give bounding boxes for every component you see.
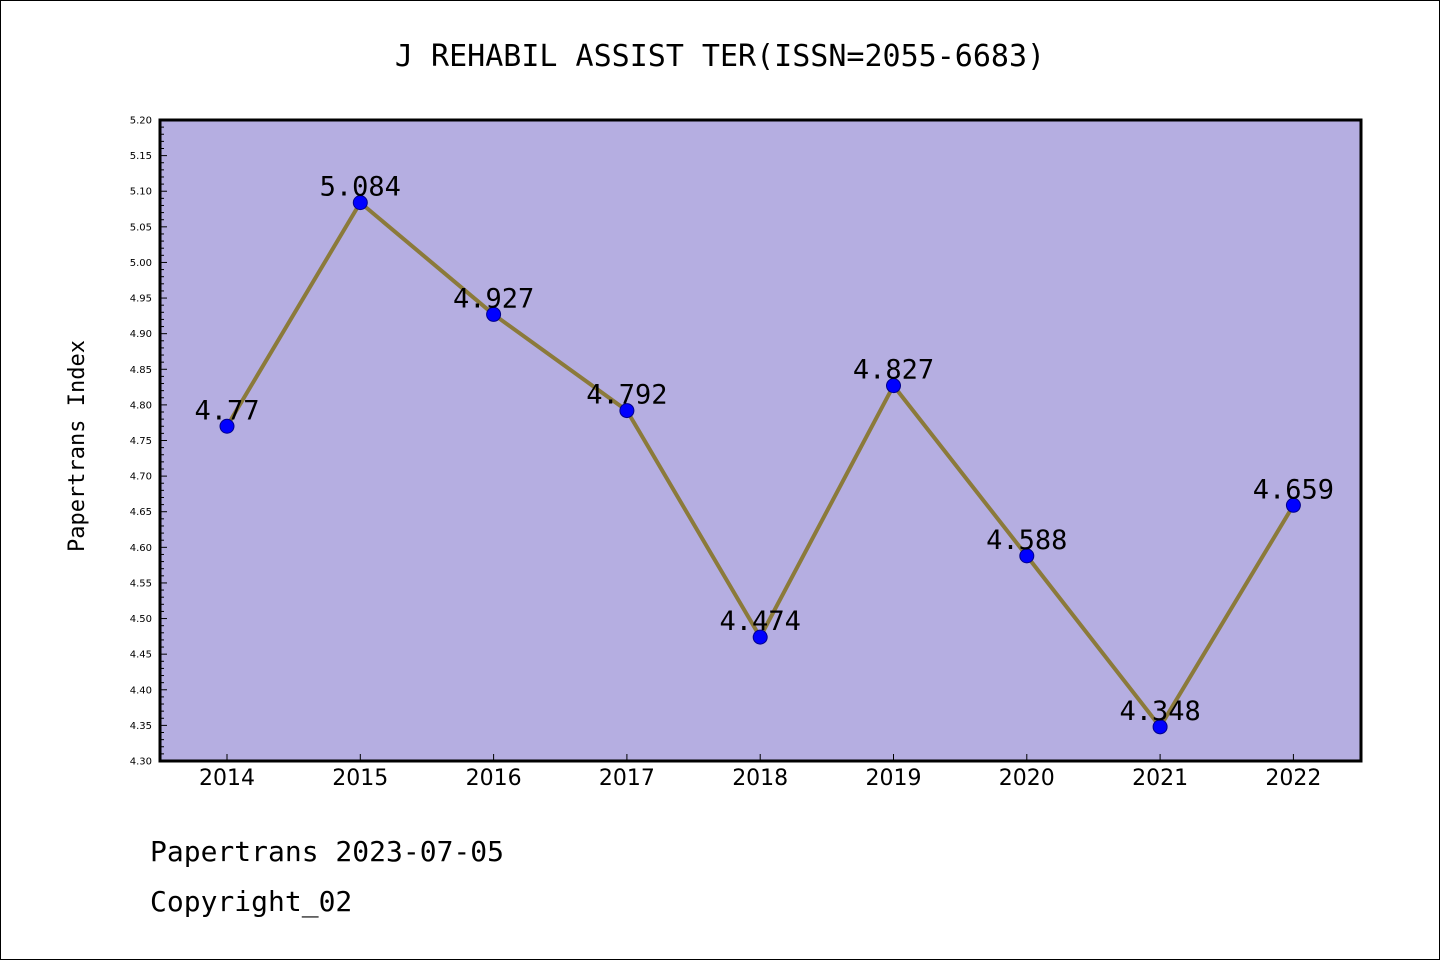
y-tick-label: 4.90 [130, 329, 152, 340]
y-tick-label: 4.65 [130, 507, 152, 518]
data-point-marker [886, 378, 901, 394]
data-label: 4.659 [1253, 474, 1334, 505]
data-point-marker [486, 306, 502, 322]
y-axis-ticks: 4.30 4.35 4.40 4.45 4.50 4.55 4.60 4.65 4.70 4.75… [130, 116, 167, 768]
y-tick-label: 4.40 [130, 685, 152, 696]
x-tick-label: 2018 [732, 766, 788, 791]
data-label: 5.084 [320, 172, 401, 203]
y-tick-label: 4.55 [130, 578, 152, 589]
y-axis-label: Papertrans Index [65, 340, 90, 552]
series-line-group [225, 200, 1296, 729]
y-tick-label: 4.60 [130, 543, 152, 554]
data-point-marker [352, 195, 368, 211]
data-label: 4.792 [586, 380, 667, 411]
y-tick-label: 5.05 [130, 222, 152, 233]
series-line-segment [758, 383, 896, 640]
data-point-marker [219, 418, 235, 434]
series-line-segment [358, 200, 496, 317]
footer-copyright: Copyright_02 [150, 885, 353, 918]
x-tick-label: 2021 [1132, 766, 1188, 791]
data-label-group: 4.77 5.084 4.927 4.792 4.474 4.827 4.588 4.348 4… [194, 172, 1334, 727]
data-label: 4.927 [453, 283, 534, 314]
footer-date: Papertrans 2023-07-05 [150, 835, 505, 868]
chart-title: J REHABIL ASSIST TER(ISSN=2055-6683) [395, 39, 1045, 74]
y-tick-label: 4.70 [130, 472, 152, 483]
x-tick-label: 2014 [199, 766, 255, 791]
marker-group [219, 195, 1301, 735]
data-label: 4.588 [986, 525, 1067, 556]
y-tick-label: 5.20 [130, 116, 152, 127]
y-tick-label: 4.75 [130, 436, 152, 447]
x-tick-label: 2015 [332, 766, 388, 791]
data-point-marker [1152, 719, 1168, 735]
x-axis-ticks: 2014 2015 2016 2017 2018 2019 2020 2021 2022 [199, 754, 1321, 791]
data-label: 4.77 [194, 395, 259, 426]
y-tick-label: 4.80 [130, 400, 152, 411]
data-label: 4.827 [853, 355, 934, 386]
x-tick-label: 2022 [1265, 766, 1321, 791]
y-tick-label: 4.30 [130, 757, 152, 768]
x-tick-label: 2017 [599, 766, 655, 791]
y-tick-label: 5.10 [130, 187, 152, 198]
data-label: 4.474 [720, 606, 801, 637]
y-tick-label: 5.00 [130, 258, 152, 269]
series-line-segment [491, 312, 629, 413]
y-tick-label: 4.50 [130, 614, 152, 625]
y-tick-label: 4.35 [130, 721, 152, 732]
plot-area [158, 118, 1363, 763]
data-point-marker [619, 403, 635, 419]
y-tick-label: 4.85 [130, 365, 152, 376]
data-label: 4.348 [1119, 696, 1200, 727]
y-tick-label: 5.15 [130, 151, 152, 162]
data-point-marker [752, 629, 768, 645]
y-tick-label: 4.95 [130, 294, 152, 305]
series-line-segment [1158, 503, 1296, 729]
x-tick-label: 2019 [866, 766, 922, 791]
x-tick-label: 2020 [999, 766, 1055, 791]
series-line-segment [624, 408, 763, 640]
series-line-segment [1024, 553, 1163, 729]
series-line-segment [891, 383, 1029, 558]
data-point-marker [1019, 548, 1035, 564]
data-point-marker [1285, 497, 1301, 513]
y-tick-label: 4.45 [130, 650, 152, 661]
series-line-segment [225, 200, 363, 429]
x-tick-label: 2016 [466, 766, 522, 791]
